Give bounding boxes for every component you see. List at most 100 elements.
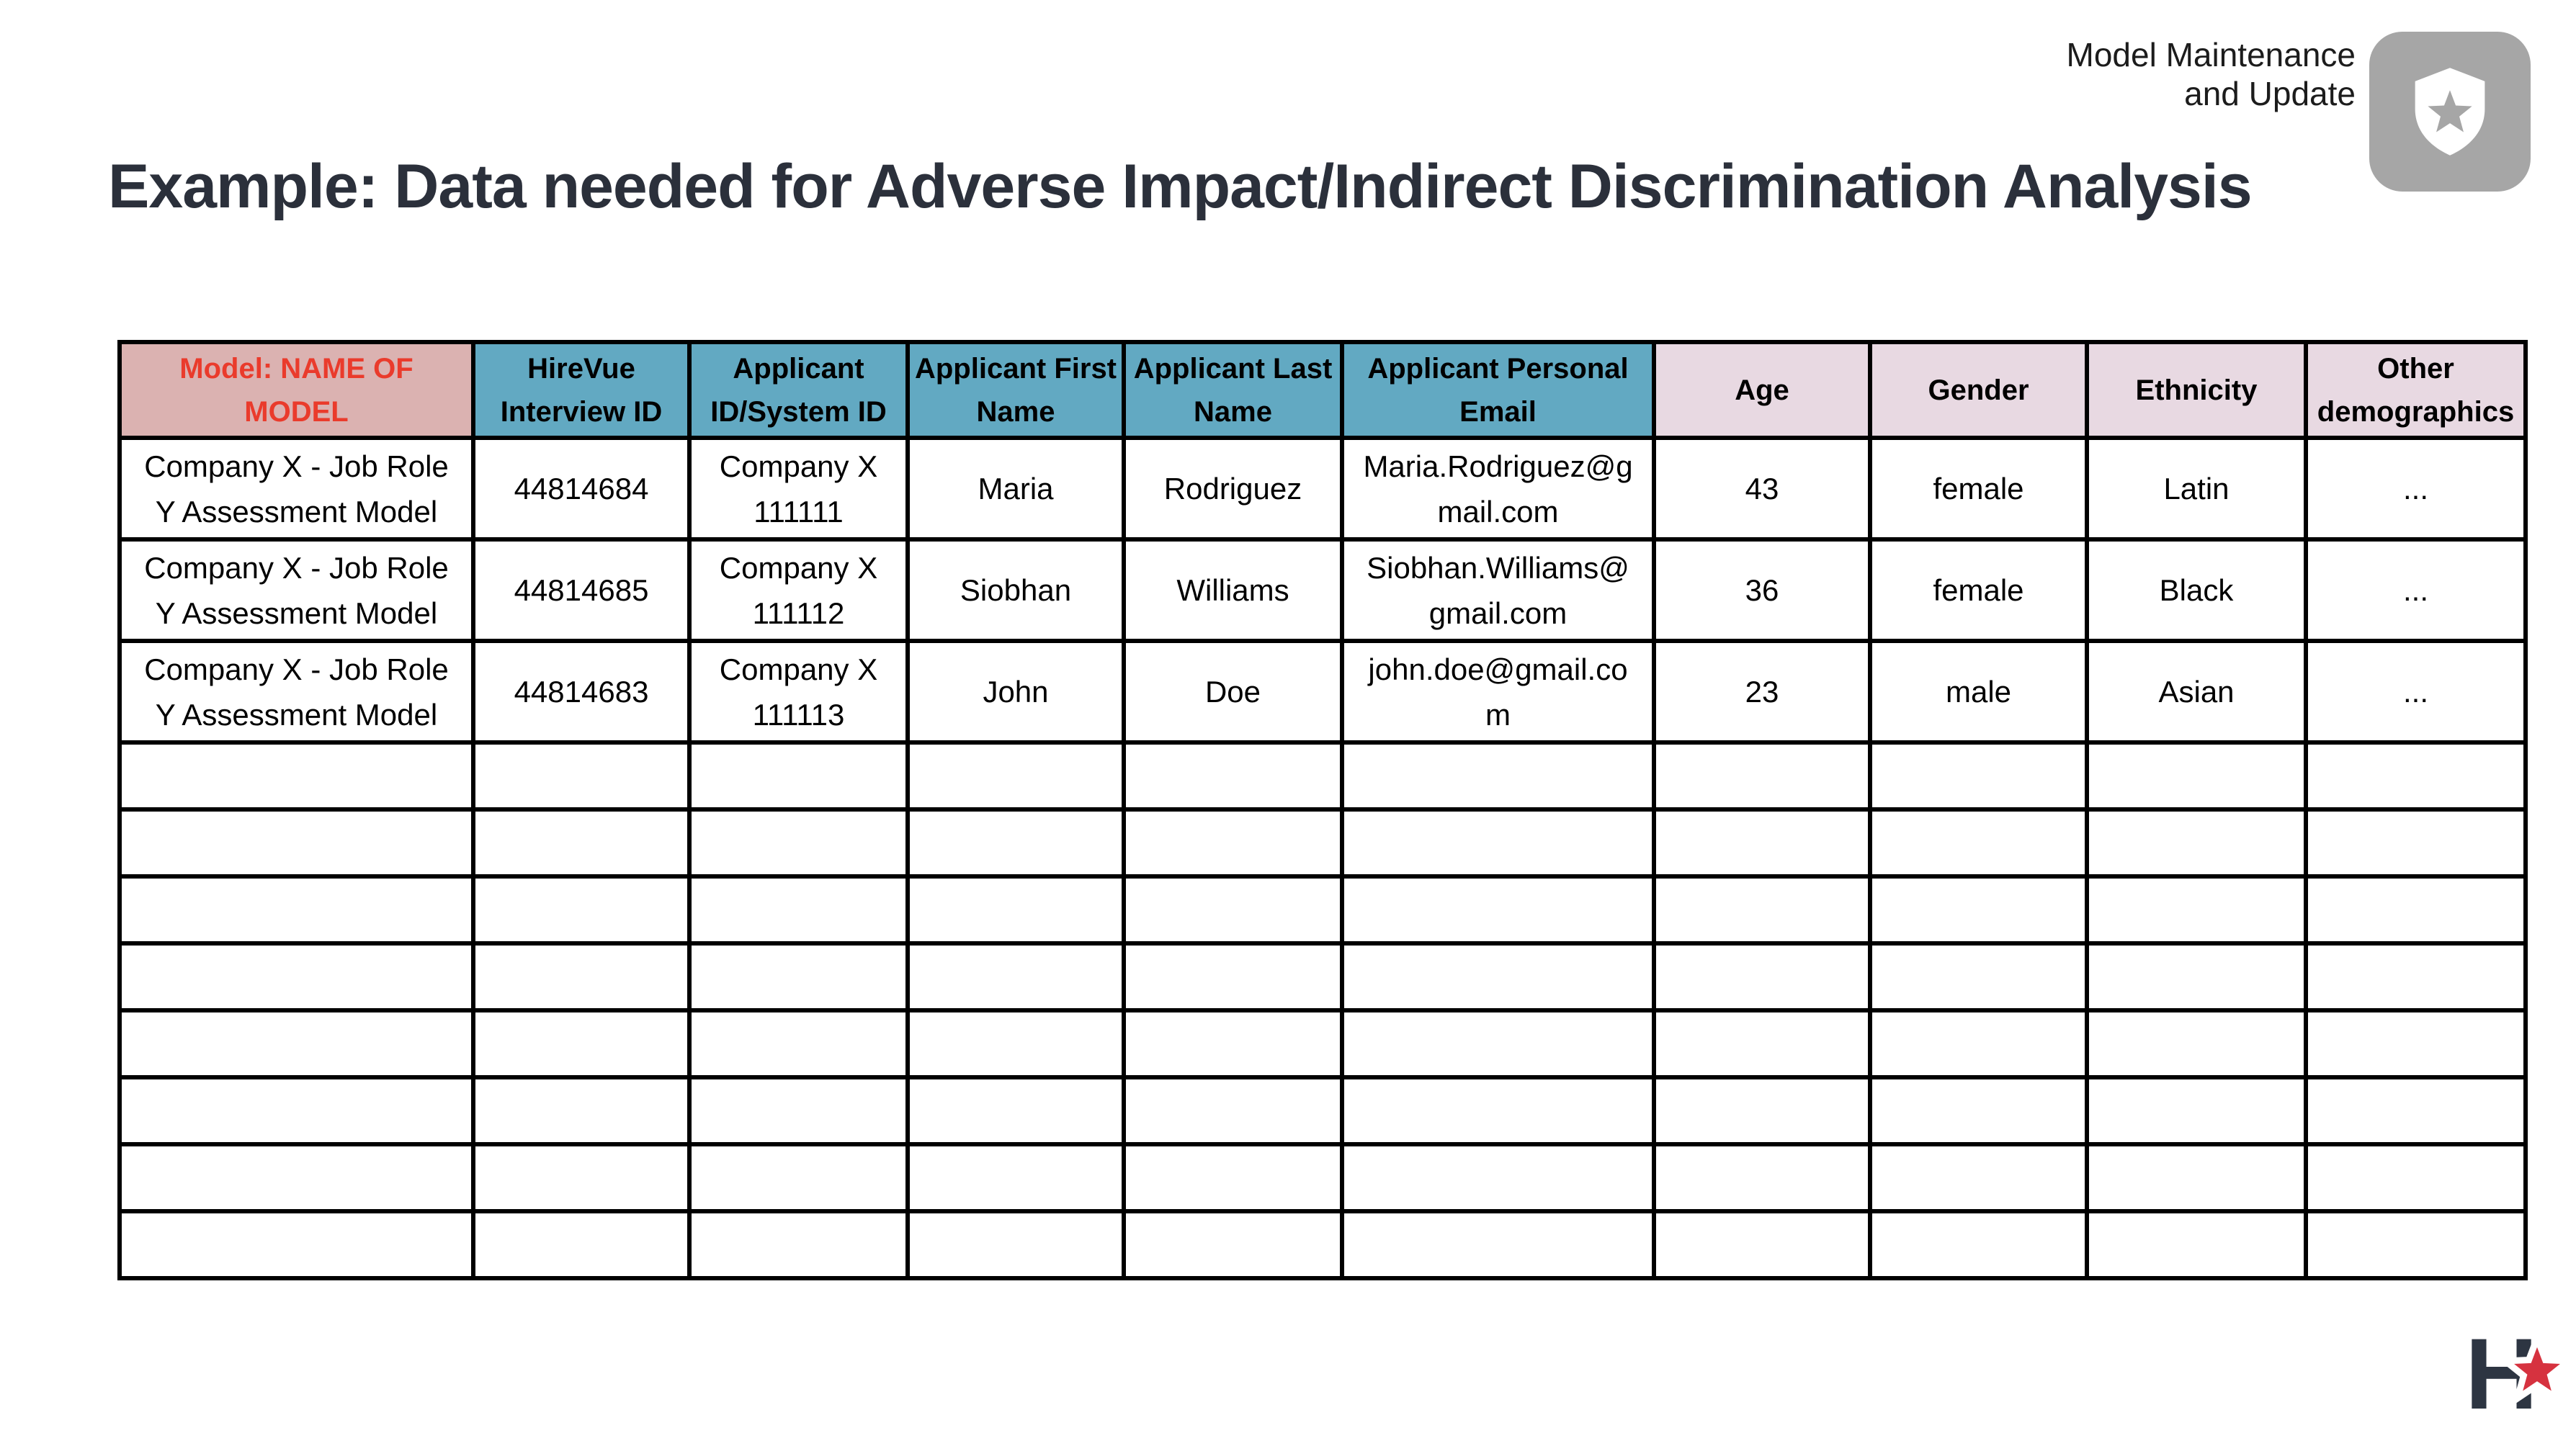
col-header-last-name: Applicant Last Name (1122, 340, 1344, 440)
empty-cell (1122, 1142, 1344, 1213)
empty-cell (905, 941, 1126, 1012)
empty-cell (1652, 941, 1872, 1012)
empty-cell (1652, 1209, 1872, 1280)
cell-applicant-id: Company X 111111 (687, 436, 910, 542)
col-header-other-demographics: Other demographics (2304, 340, 2528, 440)
empty-cell (1122, 1008, 1344, 1079)
empty-cell (905, 740, 1126, 812)
empty-cell (2085, 1075, 2308, 1146)
empty-cell (1652, 1008, 1872, 1079)
cell-gender: female (1868, 537, 2089, 643)
empty-cell (687, 941, 910, 1012)
empty-cell (687, 807, 910, 879)
empty-cell (2085, 941, 2308, 1012)
empty-cell (2304, 874, 2528, 946)
empty-cell (1868, 941, 2089, 1012)
cell-first-name: Maria (905, 436, 1126, 542)
empty-cell (2304, 941, 2528, 1012)
empty-cell (117, 874, 475, 946)
empty-cell (471, 1209, 692, 1280)
cell-model: Company X - Job Role Y Assessment Model (117, 537, 475, 643)
table-body: Company X - Job Role Y Assessment Model … (117, 436, 2528, 1280)
star-icon (2500, 1332, 2575, 1406)
empty-cell (905, 1008, 1126, 1079)
empty-cell (117, 941, 475, 1012)
empty-cell (1122, 1209, 1344, 1280)
empty-cell (1340, 1142, 1656, 1213)
empty-cell (1122, 874, 1344, 946)
col-header-first-name: Applicant First Name (905, 340, 1126, 440)
col-header-applicant-id: Applicant ID/System ID (687, 340, 910, 440)
empty-cell (1652, 1075, 1872, 1146)
header-row: Model: NAME OF MODEL HireVue Interview I… (117, 340, 2528, 440)
empty-cell (905, 807, 1126, 879)
cell-last-name: Rodriguez (1122, 436, 1344, 542)
empty-cell (1122, 1075, 1344, 1146)
empty-cell (2085, 740, 2308, 812)
cell-email: Siobhan.Williams@gmail.com (1340, 537, 1656, 643)
cell-other-demographics: ... (2304, 639, 2528, 745)
empty-cell (905, 874, 1126, 946)
empty-cell (687, 1008, 910, 1079)
empty-cell (2085, 807, 2308, 879)
cell-model: Company X - Job Role Y Assessment Model (117, 639, 475, 745)
empty-cell (471, 1075, 692, 1146)
col-header-ethnicity: Ethnicity (2085, 340, 2308, 440)
empty-cell (687, 1209, 910, 1280)
empty-cell (471, 874, 692, 946)
empty-table-row (117, 740, 2528, 812)
empty-cell (2304, 1142, 2528, 1213)
empty-cell (2304, 740, 2528, 812)
cell-applicant-id: Company X 111113 (687, 639, 910, 745)
cell-email: john.doe@gmail.com (1340, 639, 1656, 745)
empty-table-row (117, 941, 2528, 1012)
empty-cell (1122, 740, 1344, 812)
empty-cell (1340, 1075, 1656, 1146)
empty-cell (1868, 807, 2089, 879)
cell-last-name: Doe (1122, 639, 1344, 745)
empty-cell (471, 941, 692, 1012)
empty-cell (2085, 1142, 2308, 1213)
cell-ethnicity: Black (2085, 537, 2308, 643)
empty-table-row (117, 874, 2528, 946)
cell-age: 23 (1652, 639, 1872, 745)
cell-model: Company X - Job Role Y Assessment Model (117, 436, 475, 542)
empty-cell (1652, 1142, 1872, 1213)
empty-cell (1868, 740, 2089, 812)
empty-cell (687, 1142, 910, 1213)
cell-last-name: Williams (1122, 537, 1344, 643)
empty-cell (471, 1008, 692, 1079)
empty-cell (471, 807, 692, 879)
cell-interview-id: 44814685 (471, 537, 692, 643)
empty-cell (687, 1075, 910, 1146)
table-row: Company X - Job Role Y Assessment Model … (117, 436, 2528, 542)
empty-cell (117, 807, 475, 879)
cell-interview-id: 44814684 (471, 436, 692, 542)
cell-email: Maria.Rodriguez@gmail.com (1340, 436, 1656, 542)
empty-cell (1340, 1209, 1656, 1280)
empty-cell (1868, 874, 2089, 946)
empty-cell (117, 1075, 475, 1146)
empty-cell (1652, 807, 1872, 879)
cell-first-name: Siobhan (905, 537, 1126, 643)
empty-cell (117, 740, 475, 812)
cell-gender: female (1868, 436, 2089, 542)
empty-cell (117, 1209, 475, 1280)
cell-ethnicity: Latin (2085, 436, 2308, 542)
empty-table-row (117, 1142, 2528, 1213)
empty-cell (687, 874, 910, 946)
cell-ethnicity: Asian (2085, 639, 2308, 745)
empty-cell (1122, 941, 1344, 1012)
cell-age: 36 (1652, 537, 1872, 643)
empty-cell (2304, 1209, 2528, 1280)
empty-cell (1652, 874, 1872, 946)
shield-star-icon (2415, 68, 2485, 156)
table-row: Company X - Job Role Y Assessment Model … (117, 537, 2528, 643)
empty-table-row (117, 1209, 2528, 1280)
empty-cell (1868, 1209, 2089, 1280)
cell-age: 43 (1652, 436, 1872, 542)
empty-cell (471, 740, 692, 812)
empty-cell (2085, 1209, 2308, 1280)
empty-cell (1340, 874, 1656, 946)
